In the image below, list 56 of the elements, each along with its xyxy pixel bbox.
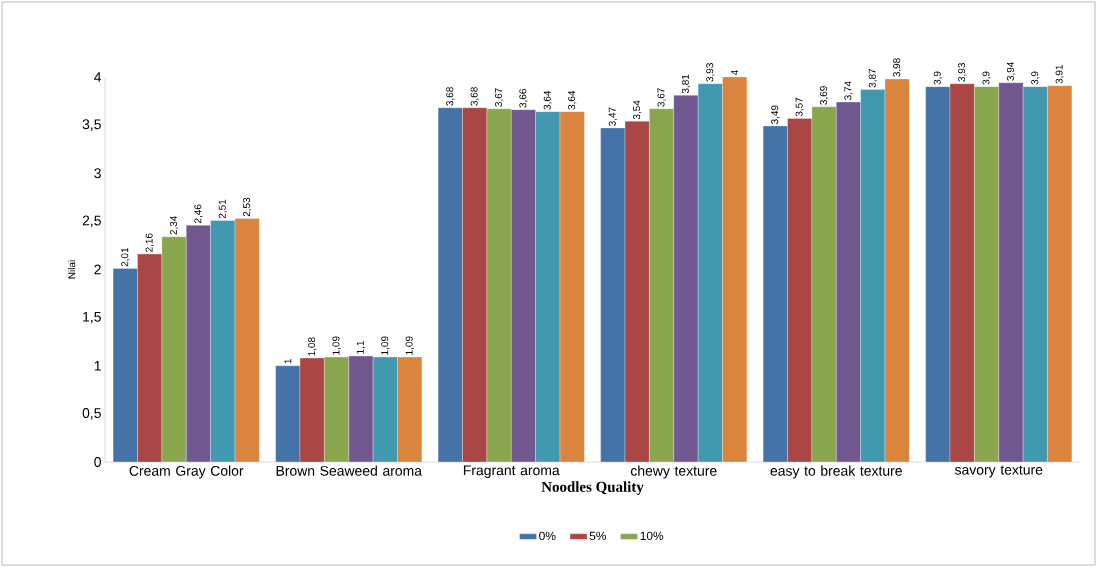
x-tick-label: chewy texture xyxy=(630,465,717,479)
data-label: 3,98 xyxy=(893,58,902,77)
y-tick-label: 1,5 xyxy=(83,311,101,324)
x-tick-label: Fragrant aroma xyxy=(463,465,560,479)
data-label: 1,1 xyxy=(356,341,366,354)
y-tick-label: 3,5 xyxy=(82,119,101,131)
data-label: 3,54 xyxy=(633,100,642,120)
data-label: 1,08 xyxy=(308,337,317,356)
y-tick-label: 4 xyxy=(94,72,102,82)
data-label: 3,93 xyxy=(706,63,715,82)
data-label: 3,64 xyxy=(568,90,577,110)
y-tick-label: 3 xyxy=(94,168,101,179)
y-tick-label: 0,5 xyxy=(82,408,101,420)
data-label: 3,91 xyxy=(1055,65,1064,84)
y-tick-label: 2,5 xyxy=(82,215,101,228)
data-label: 1 xyxy=(284,358,292,364)
data-label: 1,09 xyxy=(332,336,341,355)
data-label: 2,51 xyxy=(218,199,227,219)
x-tick-label: easy to break texture xyxy=(770,465,902,479)
data-label: 2,16 xyxy=(145,233,154,252)
data-label: 3,47 xyxy=(608,107,617,126)
y-tick-label: 2 xyxy=(94,264,101,275)
data-label: 2,01 xyxy=(121,247,130,267)
data-label: 2,34 xyxy=(169,215,179,235)
data-label: 3,9 xyxy=(933,71,942,85)
data-label: 3,67 xyxy=(494,88,504,107)
data-label: 3,68 xyxy=(446,87,455,106)
data-label: 3,68 xyxy=(470,87,479,106)
data-label: 2,53 xyxy=(243,197,252,217)
data-label: 3,49 xyxy=(771,105,780,125)
data-label: 1,09 xyxy=(405,336,414,355)
data-label: 3,69 xyxy=(819,86,829,105)
y-tick-label: 0 xyxy=(94,457,101,467)
x-tick-label: savory texture xyxy=(954,465,1043,478)
data-label: 3,74 xyxy=(844,81,853,100)
data-label: 3,87 xyxy=(868,68,877,88)
x-tick-label: Brown Seaweed aroma xyxy=(276,465,422,476)
data-label: 3,9 xyxy=(1031,71,1040,85)
data-label: 3,57 xyxy=(795,97,804,117)
data-label: 3,67 xyxy=(657,88,666,107)
data-label: 2,46 xyxy=(194,204,203,224)
legend-label: 5% xyxy=(589,531,607,541)
data-label: 3,93 xyxy=(958,63,967,82)
y-tick-label: 1 xyxy=(94,360,101,371)
data-label: 3,81 xyxy=(681,74,691,94)
data-label: 3,9 xyxy=(982,71,991,85)
y-axis-title: Nilai xyxy=(67,260,76,279)
x-axis-title: Noodles Quality xyxy=(541,481,644,495)
data-label: 3,94 xyxy=(1006,61,1016,81)
legend-label: 10% xyxy=(640,531,664,541)
legend-label: 0% xyxy=(539,531,556,541)
data-label: 1,09 xyxy=(381,336,390,355)
data-label: 3,64 xyxy=(543,90,552,110)
x-tick-label: Cream Gray Color xyxy=(129,465,244,479)
data-label: 3,66 xyxy=(519,89,528,108)
data-label: 4 xyxy=(731,70,739,76)
